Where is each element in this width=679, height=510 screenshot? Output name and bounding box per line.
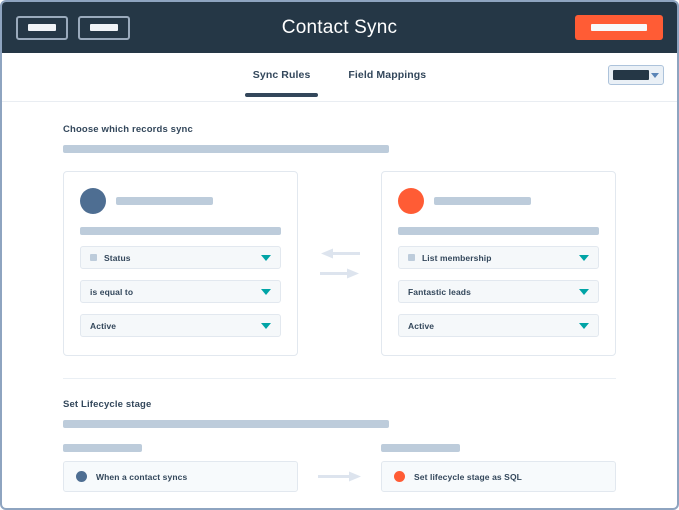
records-section-description-skeleton [63, 145, 389, 153]
trigger-dot-icon [76, 471, 87, 482]
tab-sync-rules-label: Sync Rules [252, 69, 311, 81]
tab-bar-select[interactable] [608, 65, 664, 85]
chevron-down-icon [579, 322, 589, 329]
lifecycle-trigger-label: When a contact syncs [96, 471, 188, 482]
chevron-down-icon [579, 288, 589, 295]
lifecycle-action-card[interactable]: Set lifecycle stage as SQL [381, 461, 616, 492]
source-select-property-label: Status [104, 252, 131, 263]
records-section-header: Choose which records sync [2, 124, 677, 153]
source-card-subtitle-skeleton [80, 227, 281, 235]
lifecycle-connector [298, 461, 381, 492]
source-select-operator-label: is equal to [90, 286, 134, 297]
placeholder-button-2-label [90, 24, 118, 31]
lifecycle-action-column: Set lifecycle stage as SQL [381, 444, 616, 492]
tab-field-mappings-label: Field Mappings [348, 69, 427, 81]
chevron-down-icon [651, 72, 659, 78]
chevron-down-icon [261, 254, 271, 261]
property-square-icon [90, 254, 97, 261]
lifecycle-trigger-tag-skeleton [63, 444, 142, 452]
lifecycle-section-header: Set Lifecycle stage [2, 399, 677, 428]
target-select-value[interactable]: Active [398, 314, 599, 337]
target-select-property[interactable]: List membership [398, 246, 599, 269]
lifecycle-trigger-card[interactable]: When a contact syncs [63, 461, 298, 492]
placeholder-button-2[interactable] [78, 15, 130, 40]
arrow-right-icon [317, 471, 362, 482]
chevron-down-icon [261, 288, 271, 295]
property-square-icon [408, 254, 415, 261]
source-card-header [80, 188, 281, 214]
tab-bar: Sync Rules Field Mappings [2, 53, 677, 102]
lifecycle-trigger-column: When a contact syncs [63, 444, 298, 492]
target-filter-card: List membership Fantastic leads Active [381, 171, 616, 356]
placeholder-button-1-label [28, 24, 56, 31]
main-content: Choose which records sync Status is equa… [2, 102, 677, 492]
two-way-sync-arrows-icon [298, 248, 381, 279]
arrow-left-icon [320, 248, 360, 259]
lifecycle-action-tag-skeleton [381, 444, 460, 452]
target-select-list[interactable]: Fantastic leads [398, 280, 599, 303]
lifecycle-section-title: Set Lifecycle stage [63, 399, 152, 410]
action-dot-icon [394, 471, 405, 482]
target-select-list-label: Fantastic leads [408, 286, 471, 297]
primary-cta-button-label [591, 24, 647, 31]
target-avatar [398, 188, 424, 214]
source-filter-card: Status is equal to Active [63, 171, 298, 356]
target-card-subtitle-skeleton [398, 227, 599, 235]
records-cards-row: Status is equal to Active [2, 171, 677, 356]
lifecycle-section: Set Lifecycle stage When a contact syncs [2, 399, 677, 492]
top-bar-right [575, 15, 663, 40]
records-section-title: Choose which records sync [63, 124, 193, 135]
tab-field-mappings[interactable]: Field Mappings [340, 69, 434, 97]
source-select-operator[interactable]: is equal to [80, 280, 281, 303]
section-divider [63, 378, 616, 379]
primary-cta-button[interactable] [575, 15, 663, 40]
source-select-value[interactable]: Active [80, 314, 281, 337]
source-card-title-skeleton [116, 197, 213, 205]
source-select-value-label: Active [90, 320, 117, 331]
target-card-title-skeleton [434, 197, 531, 205]
lifecycle-section-description-skeleton [63, 420, 389, 428]
chevron-down-icon [261, 322, 271, 329]
tab-bar-select-value [613, 70, 649, 80]
tab-sync-rules[interactable]: Sync Rules [244, 69, 319, 97]
target-select-value-label: Active [408, 320, 435, 331]
lifecycle-cards-row: When a contact syncs Set lifecycle stage [2, 444, 677, 492]
chevron-down-icon [579, 254, 589, 261]
source-select-property[interactable]: Status [80, 246, 281, 269]
tab-list: Sync Rules Field Mappings [2, 53, 677, 101]
target-card-header [398, 188, 599, 214]
lifecycle-action-label: Set lifecycle stage as SQL [414, 471, 522, 482]
placeholder-button-1[interactable] [16, 15, 68, 40]
target-select-property-label: List membership [422, 252, 492, 263]
top-bar: Contact Sync [2, 2, 677, 53]
source-avatar [80, 188, 106, 214]
top-bar-left-buttons [16, 15, 130, 40]
arrow-right-icon [319, 268, 360, 279]
